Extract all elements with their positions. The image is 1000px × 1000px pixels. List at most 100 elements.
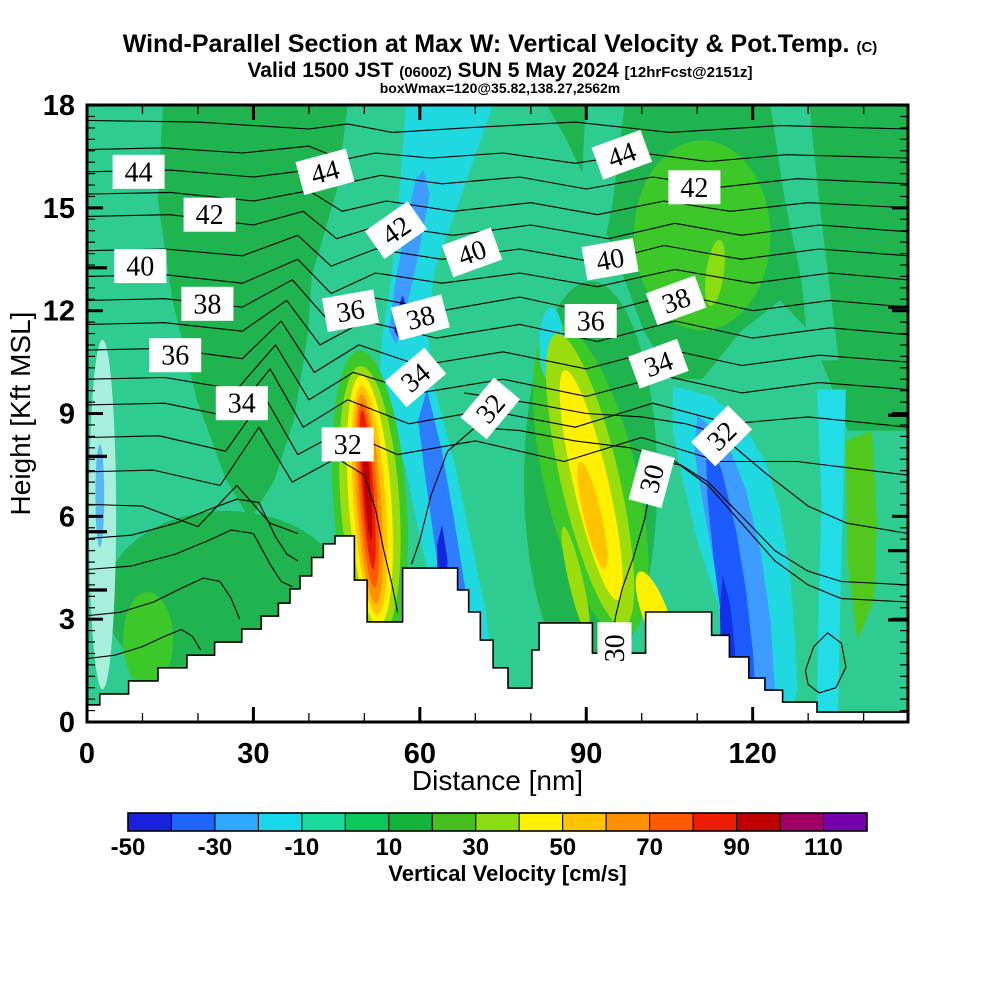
isotherm-label-value: 44 xyxy=(125,157,153,188)
colorbar-tick-label: 10 xyxy=(375,834,402,861)
velocity-region xyxy=(123,592,173,689)
velocity-region xyxy=(706,440,756,691)
colorbar-cell xyxy=(692,812,738,832)
y-tick-label: 9 xyxy=(59,399,75,431)
isotherm-line xyxy=(87,119,908,133)
velocity-region xyxy=(389,170,430,345)
colorbar-cell xyxy=(388,812,433,832)
isotherm-label-value: 34 xyxy=(228,389,256,420)
colorbar-cell xyxy=(649,812,694,832)
isotherm-label-value: 38 xyxy=(193,289,221,320)
colorbar-cell xyxy=(605,812,651,832)
isotherm-label-value: 40 xyxy=(126,252,154,283)
velocity-region xyxy=(95,444,105,548)
isotherm-label-value: 42 xyxy=(196,200,224,231)
colorbar: -50 -30 -10 10 30 50 70 90 110 Vertical Velocity … xyxy=(111,812,868,886)
isotherm-line xyxy=(87,529,293,588)
isotherm-label-value: 42 xyxy=(680,173,708,204)
isotherm-label: 42 xyxy=(668,170,721,205)
isotherm-line xyxy=(87,190,908,216)
velocity-region xyxy=(705,240,725,306)
isotherm-label: 34 xyxy=(215,386,268,421)
velocity-region xyxy=(817,389,846,713)
isotherm-label-value: 36 xyxy=(161,341,189,372)
x-tick-label: 90 xyxy=(570,738,602,770)
colorbar-tick-label: 50 xyxy=(549,834,576,861)
x-tick-label: 30 xyxy=(237,738,269,770)
isotherm-label: 44 xyxy=(112,154,165,189)
x-tick-label: 120 xyxy=(728,738,776,770)
isotherm-label: 30 xyxy=(628,449,675,509)
colorbar-tick-label: 90 xyxy=(723,834,750,861)
isotherm-line xyxy=(87,145,908,164)
colorbar-border xyxy=(127,812,868,832)
colorbar-cell xyxy=(127,812,172,832)
isotherm-label-value: 36 xyxy=(577,307,605,338)
isotherm-label: 38 xyxy=(181,286,234,321)
colorbar-cell xyxy=(344,812,390,832)
colorbar-cell xyxy=(562,812,607,832)
y-tick-label: 18 xyxy=(43,90,75,122)
x-axis-title: Distance [nm] xyxy=(412,765,583,796)
colorbar-cell xyxy=(214,812,259,832)
colorbar-cell xyxy=(301,812,346,832)
isotherm-line xyxy=(87,299,908,346)
colorbar-cell xyxy=(736,812,781,832)
isotherm-label-value: 30 xyxy=(600,634,631,662)
velocity-region xyxy=(845,430,877,641)
valid-time-utc: (0600Z) xyxy=(399,64,452,81)
x-tick-label: 0 xyxy=(79,738,95,770)
isotherm-label-value: 36 xyxy=(334,294,367,329)
isotherm-label: 32 xyxy=(321,427,374,462)
colorbar-cell xyxy=(475,812,520,832)
colorbar-tick-label: 70 xyxy=(636,834,663,861)
colorbar-cell xyxy=(823,812,868,832)
forecast-tag: [12hrFcst@2151z] xyxy=(624,64,753,81)
isotherm-line xyxy=(804,632,847,694)
velocity-region xyxy=(770,105,839,361)
colorbar-tick-label: -10 xyxy=(285,834,320,861)
colorbar-title: Vertical Velocity [cm/s] xyxy=(388,861,626,886)
isotherm-label: 40 xyxy=(581,238,639,281)
isotherm-label: 30 xyxy=(597,622,632,675)
isotherm-label: 38 xyxy=(645,275,707,326)
valid-date: SUN 5 May 2024 xyxy=(457,59,619,82)
isotherm-label: 40 xyxy=(441,227,503,278)
colorbar-cell xyxy=(257,812,303,832)
isotherm-line xyxy=(87,498,299,562)
isotherm-line xyxy=(87,628,202,660)
colorbar-tick-label: 30 xyxy=(462,834,489,861)
y-tick-label: 15 xyxy=(43,193,75,225)
terrain-silhouette xyxy=(87,535,908,722)
isotherm-label-value: 32 xyxy=(334,430,362,461)
isotherm-label-value: 40 xyxy=(594,243,627,278)
colorbar-cell xyxy=(431,812,477,832)
y-tick-label: 3 xyxy=(59,604,75,636)
colorbar-tick-label: -50 xyxy=(111,834,146,861)
isotherm-label: 40 xyxy=(114,249,167,284)
isotherm-label: 36 xyxy=(564,304,617,338)
terrain-outline xyxy=(87,535,908,713)
x-tick-label: 60 xyxy=(404,738,436,770)
chart-subtitle: Valid 1500 JST (0600Z) SUN 5 May 2024 [1… xyxy=(0,59,1000,83)
velocity-region xyxy=(634,140,771,331)
isotherm-line xyxy=(87,258,908,295)
isotherm-label: 38 xyxy=(390,294,450,341)
colorbar-tick-label: 110 xyxy=(804,834,843,861)
y-axis-title: Height [Kft MSL] xyxy=(5,312,36,516)
isotherm-line xyxy=(87,210,908,240)
colorbar-cell xyxy=(518,812,564,832)
valid-time-jst: Valid 1500 JST xyxy=(247,59,394,82)
y-tick-label: 6 xyxy=(59,501,75,533)
isotherm-label: 36 xyxy=(321,289,380,332)
colorbar-tick-label: -30 xyxy=(198,834,233,861)
chart-title: Wind-Parallel Section at Max W: Vertical… xyxy=(0,30,1000,59)
y-tick-label: 0 xyxy=(59,707,75,739)
velocity-region xyxy=(561,526,590,634)
isotherm-label: 42 xyxy=(183,197,236,232)
isotherm-label: 36 xyxy=(149,338,202,373)
chart-title-text: Wind-Parallel Section at Max W: Vertical… xyxy=(122,30,850,58)
isotherm-line xyxy=(87,234,908,267)
isotherm-line xyxy=(410,426,908,603)
